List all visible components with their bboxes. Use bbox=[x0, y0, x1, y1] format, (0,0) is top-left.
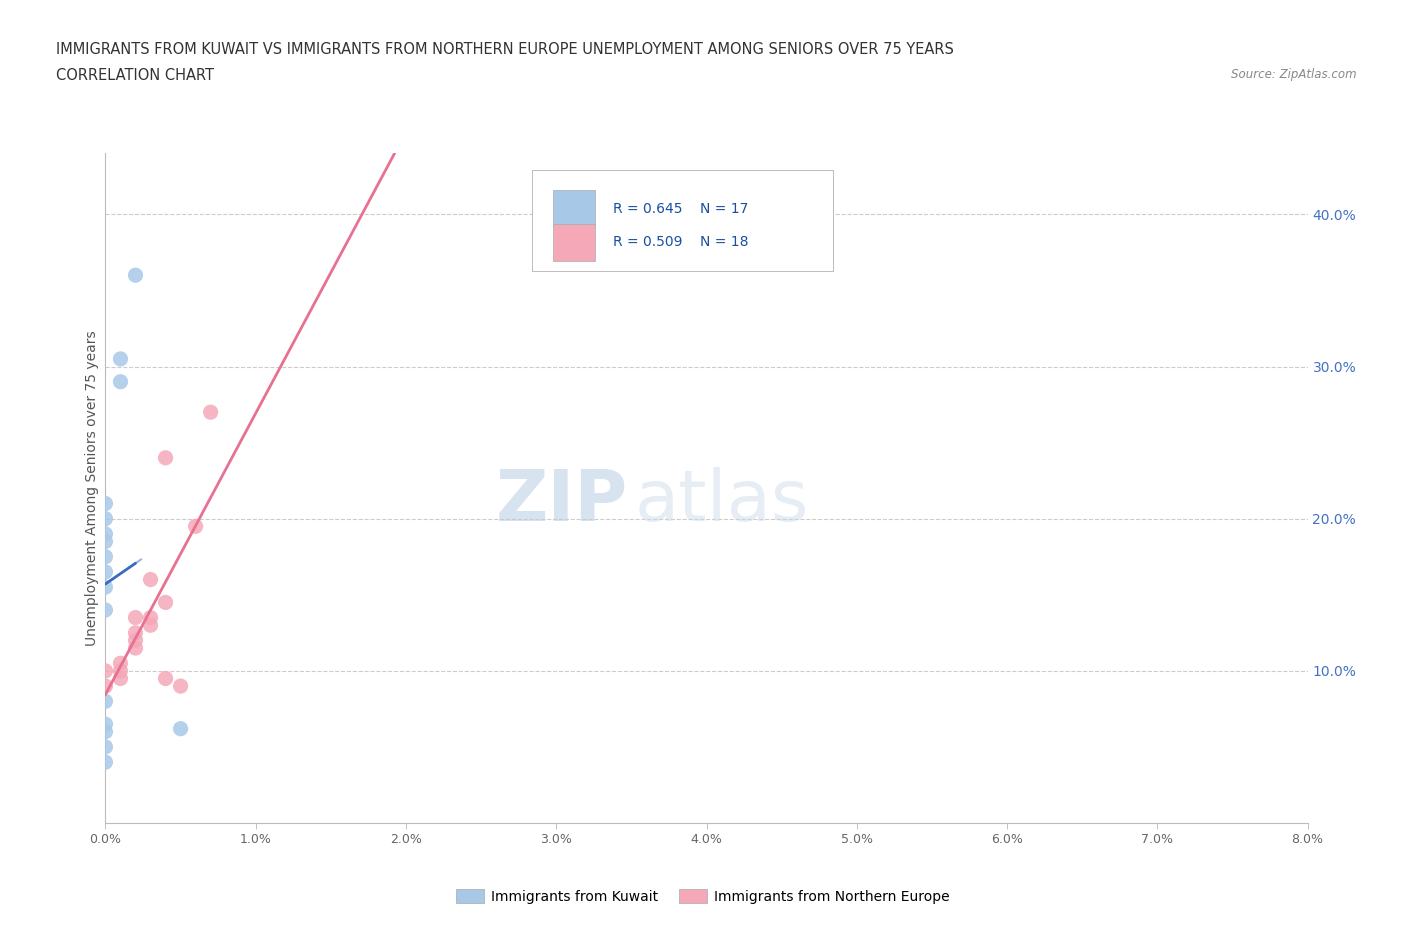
Point bbox=[169, 679, 191, 694]
Point bbox=[94, 603, 117, 618]
Point bbox=[94, 512, 117, 526]
Point bbox=[124, 268, 146, 283]
Point bbox=[124, 641, 146, 656]
FancyBboxPatch shape bbox=[553, 224, 595, 260]
Text: atlas: atlas bbox=[634, 467, 808, 536]
Point bbox=[110, 352, 132, 366]
Point bbox=[124, 633, 146, 648]
Text: CORRELATION CHART: CORRELATION CHART bbox=[56, 68, 214, 83]
Point bbox=[110, 374, 132, 389]
Text: R = 0.509    N = 18: R = 0.509 N = 18 bbox=[613, 235, 748, 249]
Point bbox=[94, 526, 117, 541]
Point bbox=[139, 572, 162, 587]
Y-axis label: Unemployment Among Seniors over 75 years: Unemployment Among Seniors over 75 years bbox=[86, 330, 100, 646]
Point bbox=[94, 724, 117, 739]
Text: Source: ZipAtlas.com: Source: ZipAtlas.com bbox=[1232, 68, 1357, 81]
Point bbox=[94, 534, 117, 549]
Point bbox=[169, 722, 191, 737]
Point bbox=[155, 671, 177, 686]
Point bbox=[94, 755, 117, 770]
Text: ZIP: ZIP bbox=[496, 467, 628, 536]
Point bbox=[94, 663, 117, 678]
Point bbox=[155, 450, 177, 465]
Point bbox=[110, 663, 132, 678]
Point bbox=[94, 679, 117, 694]
Text: IMMIGRANTS FROM KUWAIT VS IMMIGRANTS FROM NORTHERN EUROPE UNEMPLOYMENT AMONG SEN: IMMIGRANTS FROM KUWAIT VS IMMIGRANTS FRO… bbox=[56, 42, 955, 57]
Point bbox=[200, 405, 222, 419]
Point bbox=[184, 519, 207, 534]
Text: R = 0.645    N = 17: R = 0.645 N = 17 bbox=[613, 202, 748, 216]
FancyBboxPatch shape bbox=[533, 170, 832, 271]
Point bbox=[94, 496, 117, 511]
Point bbox=[110, 656, 132, 671]
Point bbox=[94, 694, 117, 709]
Legend: Immigrants from Kuwait, Immigrants from Northern Europe: Immigrants from Kuwait, Immigrants from … bbox=[451, 884, 955, 910]
Point bbox=[139, 610, 162, 625]
Point bbox=[94, 579, 117, 594]
Point bbox=[94, 739, 117, 754]
Point bbox=[94, 565, 117, 579]
Point bbox=[94, 550, 117, 565]
FancyBboxPatch shape bbox=[553, 191, 595, 227]
Point bbox=[124, 625, 146, 640]
Point bbox=[94, 717, 117, 732]
Point bbox=[139, 618, 162, 632]
Point bbox=[155, 595, 177, 610]
Point bbox=[124, 610, 146, 625]
Point bbox=[110, 671, 132, 686]
